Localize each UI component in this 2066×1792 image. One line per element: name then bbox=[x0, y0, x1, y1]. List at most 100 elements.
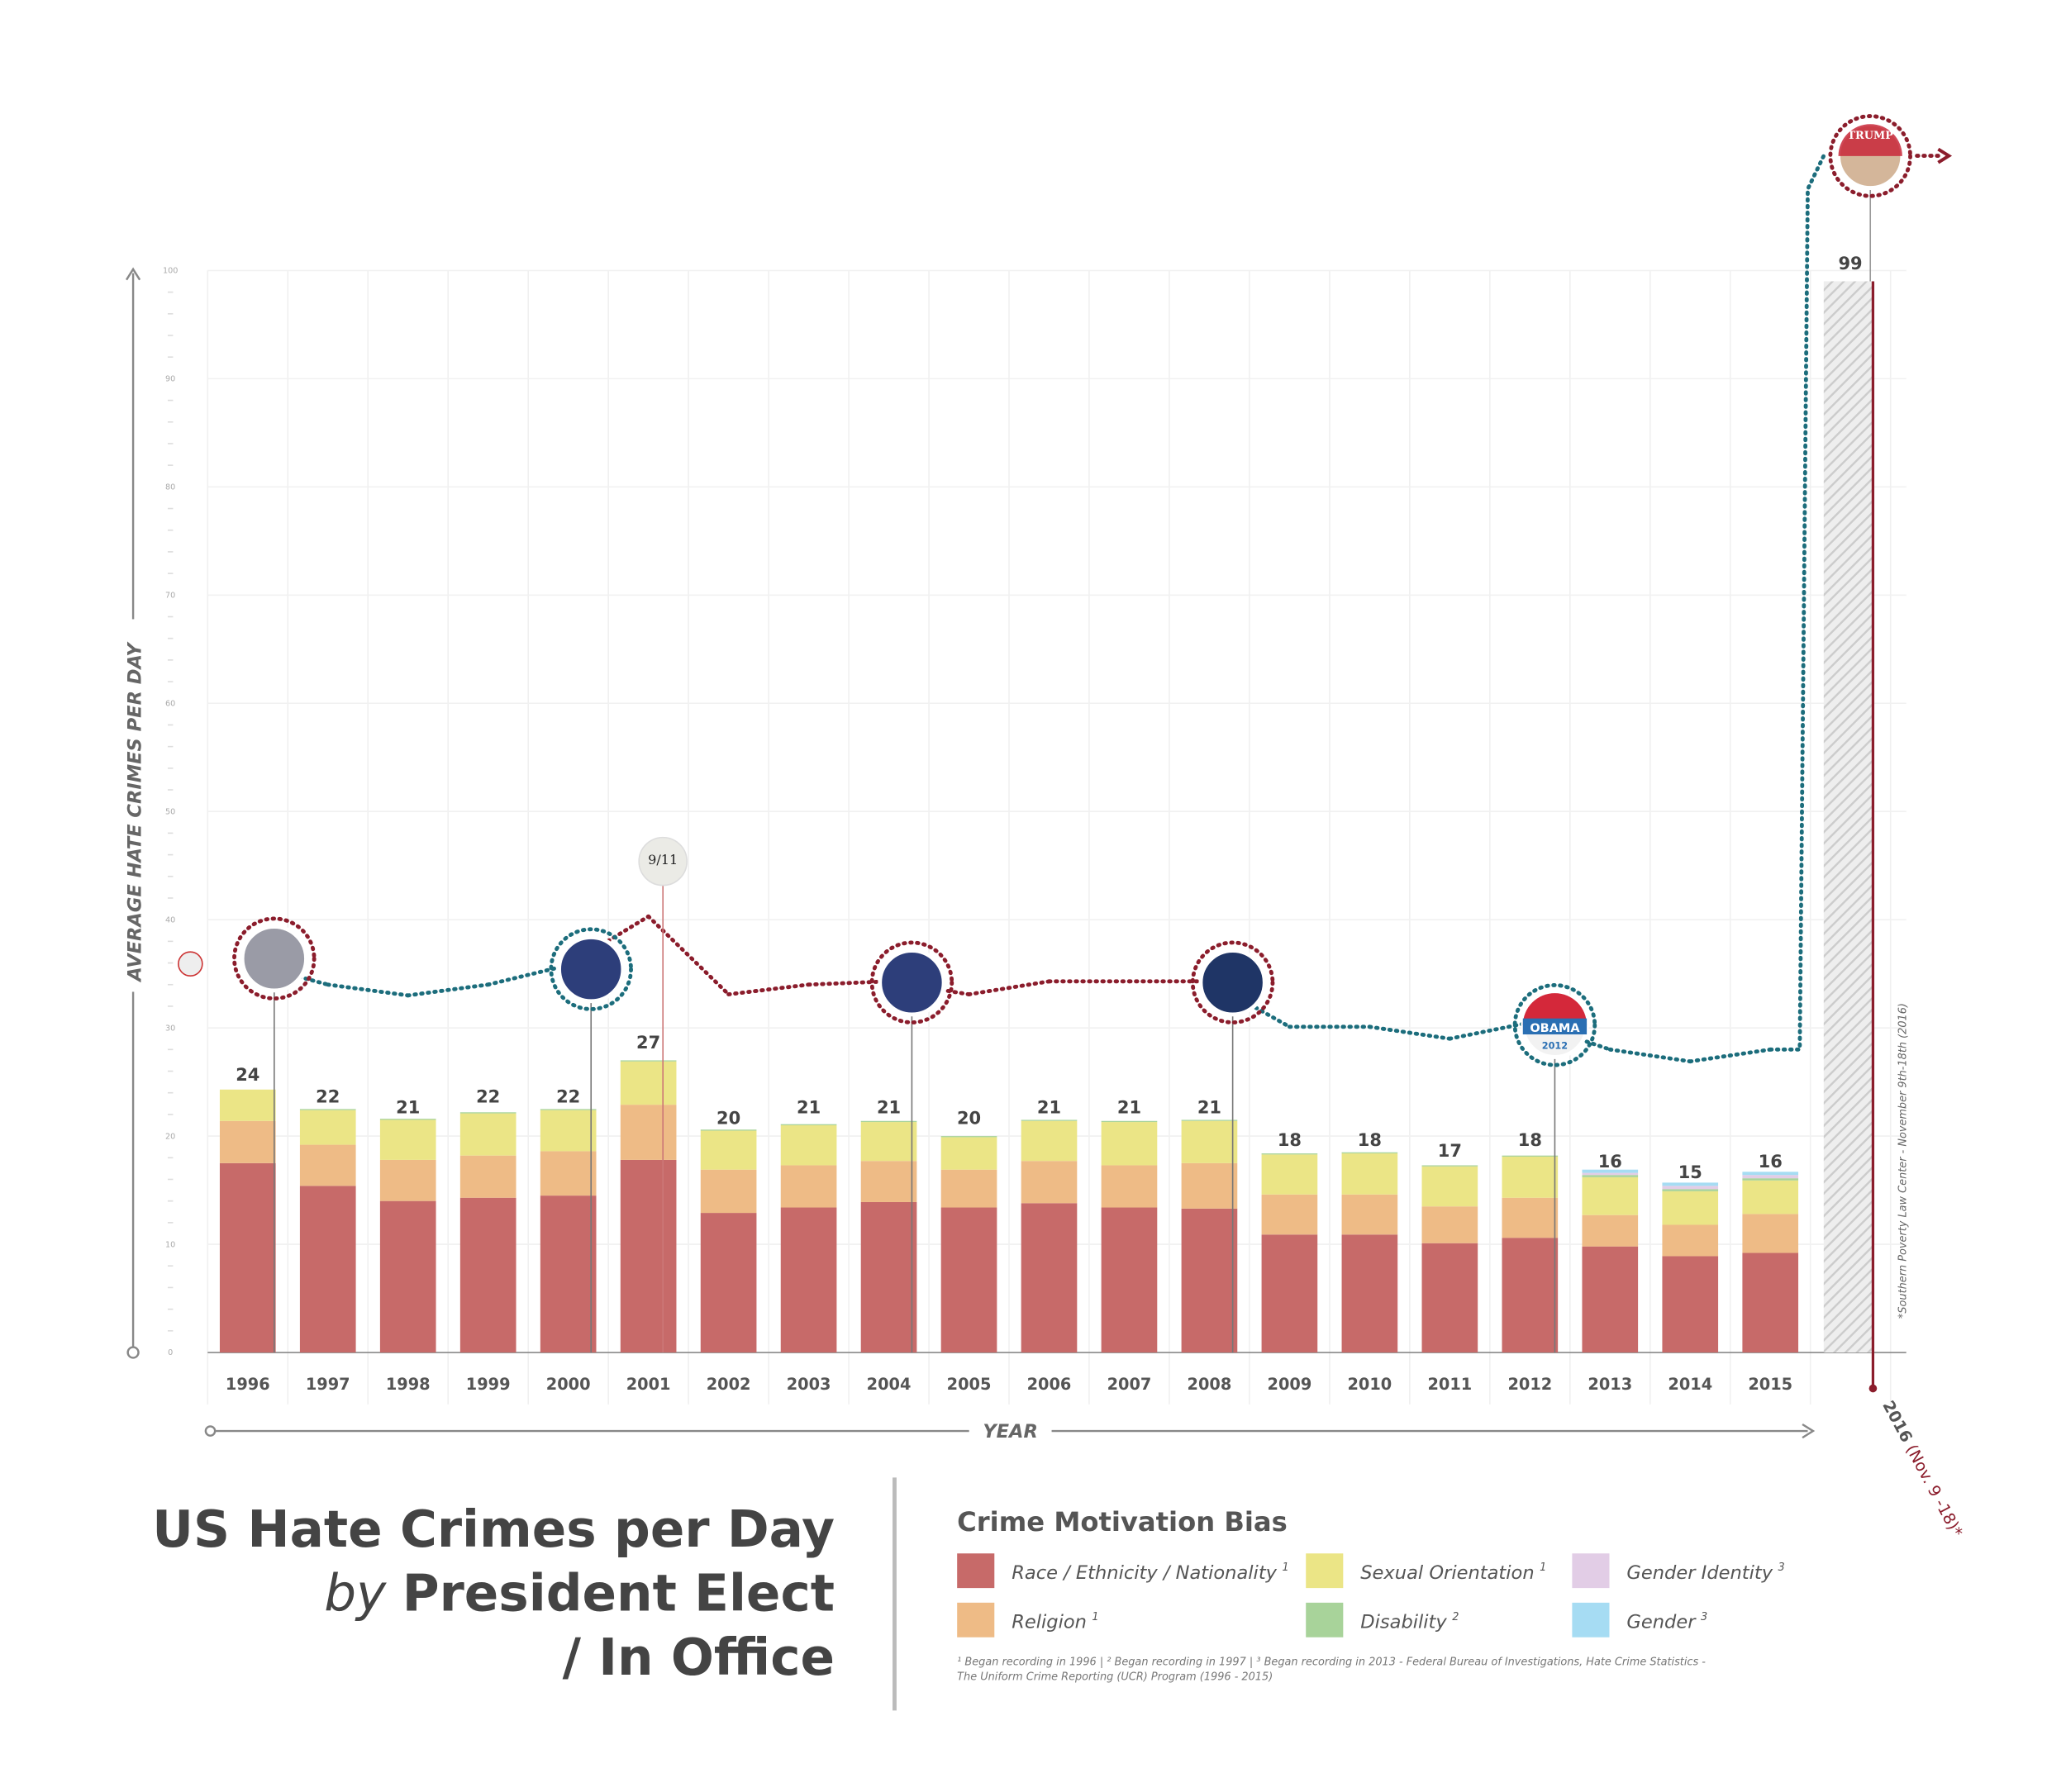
y-tick-label: 20 bbox=[165, 1132, 175, 1141]
bar-segment bbox=[940, 1136, 997, 1138]
legend-swatch bbox=[957, 1602, 995, 1638]
bar-segment bbox=[700, 1213, 757, 1353]
x-tick-label: 2005 bbox=[947, 1375, 992, 1394]
trend-segment bbox=[486, 963, 571, 987]
bar-segment bbox=[299, 1144, 356, 1186]
x-tick-label: 2003 bbox=[787, 1375, 831, 1394]
total-label: 21 bbox=[1117, 1097, 1141, 1117]
highlight-bar bbox=[1823, 281, 1875, 1353]
bar-segment bbox=[860, 1201, 917, 1353]
bar-segment bbox=[1021, 1120, 1078, 1162]
label-bg bbox=[117, 619, 150, 992]
total-label: 18 bbox=[1278, 1130, 1302, 1150]
bar-segment bbox=[1662, 1182, 1719, 1186]
badge bbox=[878, 948, 946, 1017]
bar-segment bbox=[1421, 1243, 1478, 1353]
bar-segment bbox=[379, 1200, 436, 1353]
total-label: 16 bbox=[1598, 1152, 1622, 1172]
bar-segment bbox=[1582, 1176, 1639, 1215]
source-note: *Southern Poverty Law Center - November … bbox=[1897, 1003, 1910, 1319]
bar-segment bbox=[1502, 1197, 1559, 1238]
trend-segment bbox=[1768, 154, 1826, 1052]
bar-segment bbox=[1662, 1189, 1719, 1191]
y-tick-label: 60 bbox=[165, 699, 175, 708]
x-tick-label: 2002 bbox=[707, 1375, 751, 1394]
y-tick-label: 50 bbox=[165, 807, 175, 816]
x-tick-label: 2013 bbox=[1588, 1375, 1632, 1394]
total-label: 17 bbox=[1438, 1141, 1462, 1161]
badge bbox=[178, 951, 203, 977]
badge-band bbox=[1522, 1018, 1588, 1035]
x-tick-label: 2006 bbox=[1027, 1375, 1072, 1394]
legend-label: Gender 3 bbox=[1626, 1611, 1707, 1633]
trend-segment bbox=[1367, 1024, 1452, 1041]
bar-segment bbox=[1341, 1153, 1398, 1195]
bar-segment bbox=[540, 1195, 597, 1353]
axis-dot bbox=[204, 1425, 217, 1437]
bar-segment bbox=[1582, 1175, 1639, 1177]
y-tick-label: 30 bbox=[165, 1024, 175, 1033]
bar-segment bbox=[1742, 1175, 1799, 1179]
bar-segment bbox=[1261, 1234, 1318, 1353]
legend-swatch bbox=[1306, 1553, 1344, 1589]
bar-segment bbox=[700, 1129, 757, 1131]
total-label: 21 bbox=[797, 1097, 821, 1117]
total-label: 22 bbox=[476, 1086, 500, 1106]
y-tick-label: 10 bbox=[165, 1240, 175, 1249]
legend-swatch bbox=[957, 1553, 995, 1589]
bar-segment bbox=[1101, 1122, 1158, 1166]
bar-segment bbox=[620, 1061, 677, 1105]
arrow-head bbox=[126, 267, 141, 281]
legend-swatch bbox=[1306, 1602, 1344, 1638]
legend-label: Religion 1 bbox=[1012, 1611, 1098, 1633]
badge-text: TRUMP bbox=[1847, 130, 1893, 142]
bar-segment bbox=[860, 1120, 917, 1123]
bar-segment bbox=[1181, 1120, 1238, 1163]
bar-segment bbox=[1021, 1119, 1078, 1121]
bar-segment bbox=[379, 1119, 436, 1160]
bar-segment bbox=[540, 1151, 597, 1196]
bar-segment bbox=[700, 1169, 757, 1214]
trend-segment bbox=[726, 982, 811, 996]
badge bbox=[1198, 948, 1267, 1017]
bar-segment bbox=[1742, 1180, 1799, 1214]
arrow-head bbox=[1802, 1423, 1816, 1439]
bar-segment bbox=[459, 1197, 516, 1353]
bar-segment bbox=[219, 1120, 276, 1163]
y-tick-label: 70 bbox=[165, 592, 175, 601]
x-tick-label: 2009 bbox=[1268, 1375, 1312, 1394]
x-tick-label: 2004 bbox=[867, 1375, 912, 1394]
bar-segment bbox=[1582, 1169, 1639, 1173]
title-word: by bbox=[324, 1565, 387, 1623]
legend-name: Disability bbox=[1360, 1611, 1447, 1633]
bar-segment bbox=[1662, 1186, 1719, 1190]
legend-name: Gender Identity bbox=[1626, 1562, 1773, 1584]
legend-note: 1 bbox=[1282, 1561, 1288, 1574]
bar-segment bbox=[1181, 1208, 1238, 1353]
y-tick-label: 100 bbox=[163, 267, 178, 276]
total-label: 27 bbox=[636, 1033, 660, 1053]
trend-segment bbox=[807, 979, 891, 987]
bar-segment bbox=[1421, 1206, 1478, 1243]
bar-segment bbox=[620, 1105, 677, 1160]
legend-note: 3 bbox=[1701, 1611, 1707, 1623]
badge bbox=[557, 935, 626, 1004]
total-label: 15 bbox=[1678, 1162, 1702, 1182]
arrow-head bbox=[1937, 147, 1953, 164]
bar-segment bbox=[780, 1124, 837, 1125]
x-tick-label: 2011 bbox=[1427, 1375, 1472, 1394]
legend-note: 1 bbox=[1540, 1561, 1546, 1574]
bar-segment bbox=[459, 1113, 516, 1156]
x-tick-label: 2012 bbox=[1507, 1375, 1552, 1394]
footnote: The Uniform Crime Reporting (UCR) Progra… bbox=[957, 1671, 1273, 1683]
bar-segment bbox=[540, 1110, 597, 1152]
bar-segment bbox=[379, 1159, 436, 1201]
total-label: 24 bbox=[236, 1065, 259, 1085]
legend-name: Religion bbox=[1012, 1611, 1087, 1633]
badge-ring bbox=[1828, 114, 1912, 198]
bar-segment bbox=[1101, 1207, 1158, 1353]
x-axis-title: YEAR bbox=[983, 1421, 1038, 1443]
bar-segment bbox=[459, 1155, 516, 1198]
legend-name: Race / Ethnicity / Nationality bbox=[1012, 1562, 1277, 1584]
